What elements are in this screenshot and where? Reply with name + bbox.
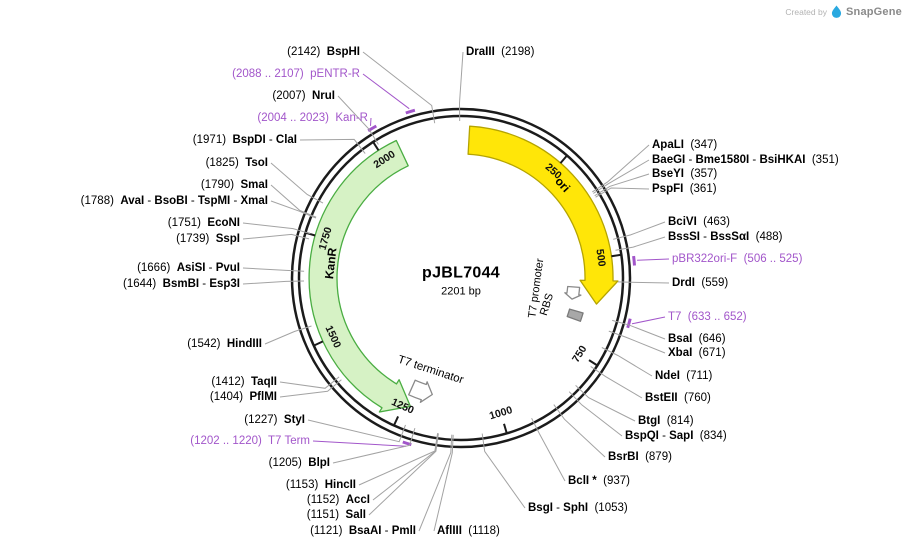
leader-bcivi <box>613 221 666 240</box>
credit-prefix: Created by <box>785 6 827 17</box>
credit: Created by SnapGene <box>785 5 902 18</box>
leader-bsai <box>612 319 666 340</box>
scale-tick-1250 <box>392 415 400 426</box>
plasmid-size: 2201 bp <box>441 285 481 298</box>
leader-btgi <box>575 385 636 422</box>
leader-sspi <box>242 233 310 240</box>
leader-pflmi <box>279 379 342 398</box>
scale-tick-2000 <box>372 141 380 151</box>
leader-apali <box>592 144 650 193</box>
scale-label-500: 500 <box>593 248 607 267</box>
leader-t7 <box>631 316 666 325</box>
leader-xbai <box>608 330 666 354</box>
leader-kan-r <box>370 117 372 126</box>
primer-mark-pbr322ori-f <box>632 255 636 266</box>
leader-t7-term <box>312 440 407 447</box>
leader-ndei <box>601 347 653 377</box>
leader-pbr322ori-f <box>637 258 670 261</box>
leader-bsteii <box>590 366 643 399</box>
leader-bsssi <box>615 236 666 251</box>
scale-tick-500 <box>611 253 622 258</box>
plasmid-ring-inner <box>297 114 625 442</box>
leader-avai-bsobi-tspmi-xmai <box>270 200 317 219</box>
leader-taqii <box>279 376 340 389</box>
plasmid-ring-outer <box>290 107 632 449</box>
leader-bspqi-sapi <box>568 391 623 437</box>
leader-hindiii <box>264 325 312 345</box>
leader-sali <box>368 433 439 516</box>
leader-bsphi <box>362 51 436 124</box>
leader-asisi-pvui <box>242 267 305 272</box>
primer-mark-t7 <box>626 318 632 329</box>
leader-baegi-bme1580i-bsihkai <box>593 159 650 194</box>
feature-ori <box>467 125 619 305</box>
primer-mark-pentr-r <box>405 108 416 115</box>
feature-rbs <box>566 308 584 322</box>
leader-bsaai-pmli <box>418 434 453 532</box>
leader-smai <box>270 184 317 218</box>
scale-label-1250: 1250 <box>389 396 415 417</box>
feature-kanr <box>308 139 412 413</box>
leader-tsoi <box>270 162 324 204</box>
leader-pspfi <box>595 187 650 198</box>
scale-tick-750 <box>588 359 598 367</box>
leader-blpi <box>332 427 416 464</box>
leader-pentr-r <box>362 73 410 110</box>
leader-afliii <box>433 434 454 532</box>
feature-t7-promoter <box>564 285 582 300</box>
leader-styi <box>307 419 406 443</box>
leader-bsrbi <box>553 404 606 458</box>
leader-bsmbi-esp3i <box>242 280 305 285</box>
leader-bcli <box>531 417 566 482</box>
leader-nrui <box>337 95 379 145</box>
feature-label-kanr: KanR <box>322 247 339 280</box>
scale-tick-1500 <box>313 340 324 347</box>
snapgene-logo-icon <box>831 5 842 18</box>
primer-mark-t7-term <box>402 440 412 447</box>
plasmid-title-block: pJBL7044 2201 bp <box>422 265 500 298</box>
scale-label-750: 750 <box>570 343 590 364</box>
feature-t7-terminator <box>408 379 433 403</box>
leader-draiii <box>458 51 464 122</box>
plasmid-name: pJBL7044 <box>422 264 500 282</box>
primer-mark-kan-r <box>367 124 378 133</box>
leader-bsgi-sphi <box>481 433 526 509</box>
scale-tick-250 <box>559 154 568 164</box>
feature-label-t7-terminator: T7 terminator <box>396 354 465 387</box>
leader-econi <box>242 222 311 235</box>
scale-label-1000: 1000 <box>488 404 514 422</box>
leader-drdi <box>617 281 670 284</box>
credit-brand: SnapGene <box>845 5 902 18</box>
leader-bspdi-clai <box>299 138 366 154</box>
leader-bseyi <box>594 173 650 197</box>
scale-tick-1000 <box>503 423 508 434</box>
